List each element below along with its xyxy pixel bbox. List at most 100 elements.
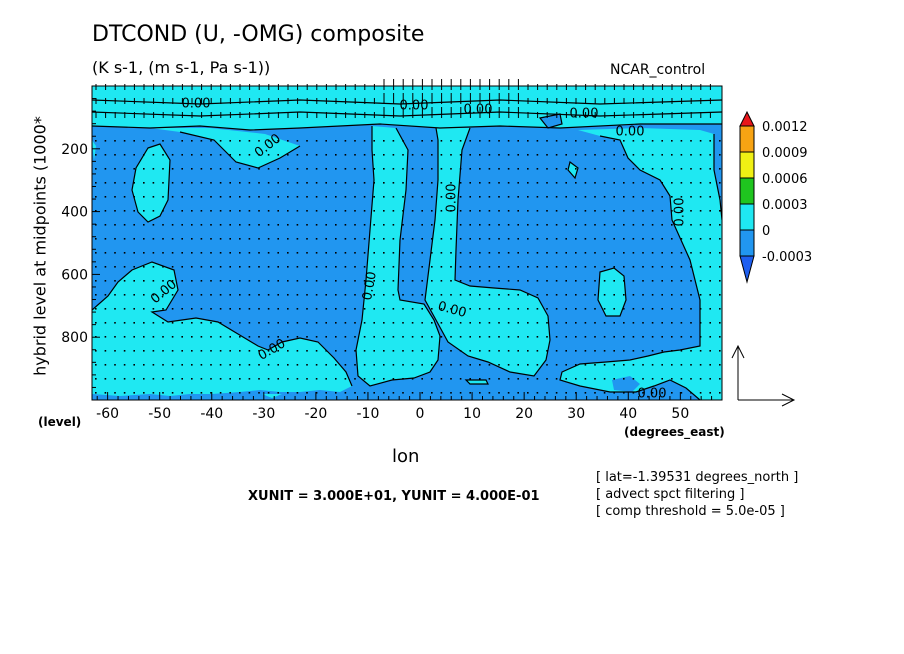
vector-dot [575,252,577,254]
vector-dot [411,182,414,184]
vector-dot [680,322,683,324]
vector-dot [354,210,356,212]
vector-dot [383,322,385,324]
vector-dot [431,182,433,184]
vector-dot [392,238,395,240]
vector-dot [661,378,663,380]
vector-dot [651,168,654,170]
vector-dot [162,336,164,338]
vector-dot [719,392,721,394]
vector-dot [287,252,289,254]
vector-dot [546,196,548,198]
vector-dot [709,168,711,170]
vector-dot [450,210,452,212]
contour-line-13 [538,113,563,129]
vector-dot [632,224,635,226]
vector-dot [354,168,356,170]
vector-dot [459,182,462,184]
vector-dot [699,378,702,380]
vector-dot [450,308,452,310]
vector-dot [651,392,654,394]
vector-dot [114,280,116,282]
vector-dot [219,350,222,352]
vector-dot [335,252,337,254]
vector-dot [527,210,529,212]
vector-dot [690,210,692,212]
vector-dot [258,154,260,156]
vector-dot [488,294,491,296]
vector-dot [671,252,673,254]
vector-dot [171,140,174,142]
vector-dot [258,322,260,324]
vector-dot [565,280,567,282]
vector-dot [162,140,164,142]
vector-dot [690,224,692,226]
vector-dot [632,168,635,170]
vector-dot [507,238,510,240]
vector-dot [709,364,711,366]
vector-dot [517,378,519,380]
vector-dot [392,294,395,296]
vector-dot [488,336,491,338]
vector-dot [575,350,577,352]
vector-dot [517,322,519,324]
vector-dot [267,266,270,268]
vector-dot [392,336,395,338]
vector-dot [123,154,126,156]
vector-dot [411,196,414,198]
vector-dot [171,168,174,170]
vector-dot [632,140,635,142]
vector-dot [517,140,519,142]
vector-dot [498,238,500,240]
vector-dot [594,280,596,282]
vector-dot [546,182,548,184]
vector-dot [181,336,183,338]
vector-dot [114,182,116,184]
chart-title: DTCOND (U, -OMG) composite [92,22,425,47]
vector-dot [114,322,116,324]
vector-dot [546,140,548,142]
vector-dot [661,266,663,268]
vector-dot [651,154,654,156]
vector-dot [104,196,107,198]
vector-dot [95,154,97,156]
vector-dot [671,140,673,142]
vector-dot [104,252,107,254]
vector-dot [699,364,702,366]
vector-dot [479,210,481,212]
vector-dot [459,266,462,268]
contour-line-8 [559,135,701,400]
vector-dot [411,154,414,156]
vector-dot [306,308,308,310]
vector-dot [162,252,164,254]
vector-dot [450,364,452,366]
vector-dot [402,196,404,198]
vector-dot [171,336,174,338]
vector-dot [421,308,423,310]
vector-dot [440,224,443,226]
vector-dot [239,238,241,240]
vector-dot [133,308,135,310]
vector-dot [527,182,529,184]
vector-dot [392,140,395,142]
vector-dot [584,294,587,296]
vector-dot [421,280,423,282]
vector-dot [315,266,318,268]
run-label: NCAR_control [610,62,706,78]
vector-dot [421,294,423,296]
vector-dot [354,252,356,254]
vector-dot [421,140,423,142]
vector-dot [162,154,164,156]
vector-dot [95,308,97,310]
vector-dot [680,294,683,296]
vector-dot [536,294,539,296]
vector-dot [373,392,375,394]
vector-dot [267,140,270,142]
vector-dot [229,392,231,394]
vector-dot [411,168,414,170]
vector-dot [191,140,193,142]
vector-dot [440,154,443,156]
vector-dot [661,294,663,296]
vector-dot [651,364,654,366]
vector-dot [181,364,183,366]
